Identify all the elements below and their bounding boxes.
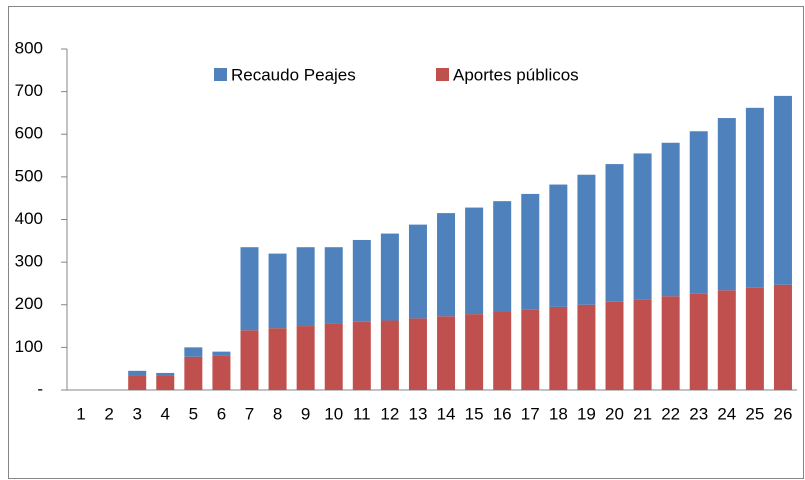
x-tick-label: 22	[661, 404, 680, 423]
bar-segment	[128, 370, 147, 376]
bar-segment	[184, 347, 203, 357]
bar-segment	[717, 290, 736, 390]
bar-segment	[605, 301, 624, 390]
bar-segment	[240, 247, 259, 331]
bar-segment	[408, 224, 427, 319]
bar-segment	[577, 174, 596, 305]
bar-segment	[717, 118, 736, 291]
x-tick-label: 17	[521, 404, 540, 423]
bar-segment	[773, 95, 792, 285]
bar-segment	[352, 239, 371, 322]
bar-segment	[240, 330, 259, 390]
bar-segment	[380, 233, 399, 321]
bar-segment	[268, 328, 287, 390]
x-tick-label: 21	[633, 404, 652, 423]
bar-segment	[633, 153, 652, 300]
y-tick-label: 300	[15, 252, 43, 271]
x-tick-label: 16	[493, 404, 512, 423]
x-tick-label: 18	[549, 404, 568, 423]
y-tick-label: 100	[15, 337, 43, 356]
bar-segment	[128, 375, 147, 390]
legend-label: Recaudo Peajes	[231, 65, 356, 84]
x-tick-label: 6	[217, 404, 226, 423]
y-tick-label: -	[37, 379, 43, 398]
bar-segment	[324, 323, 343, 390]
bar-segment	[268, 253, 287, 329]
x-tick-label: 9	[301, 404, 310, 423]
bar-segment	[437, 213, 456, 317]
y-tick-label: 600	[15, 124, 43, 143]
bar-segment	[633, 299, 652, 390]
x-tick-label: 11	[353, 404, 371, 423]
y-tick-label: 200	[15, 294, 43, 313]
bar-segment	[549, 306, 568, 390]
y-tick-label: 500	[15, 166, 43, 185]
x-tick-label: 7	[245, 404, 254, 423]
bar-segment	[745, 287, 764, 390]
x-tick-label: 20	[605, 404, 624, 423]
x-tick-label: 23	[689, 404, 708, 423]
x-tick-label: 14	[437, 404, 456, 423]
bar-segment	[156, 372, 175, 376]
bar-segment	[184, 356, 203, 390]
x-tick-label: 2	[104, 404, 113, 423]
x-tick-label: 3	[132, 404, 141, 423]
bar-segment	[549, 184, 568, 307]
legend-swatch	[436, 68, 449, 81]
x-tick-label: 26	[774, 404, 793, 423]
bar-segment	[296, 247, 315, 327]
chart-frame	[8, 6, 804, 479]
y-tick-label: 700	[15, 81, 43, 100]
x-tick-label: 19	[577, 404, 596, 423]
x-tick-label: 1	[76, 404, 85, 423]
legend-label: Aportes públicos	[453, 65, 579, 84]
bar-segment	[352, 321, 371, 390]
bar-segment	[689, 293, 708, 390]
y-tick-label: 400	[15, 209, 43, 228]
x-tick-label: 8	[273, 404, 282, 423]
x-tick-label: 24	[717, 404, 736, 423]
bar-segment	[493, 201, 512, 312]
x-tick-label: 12	[380, 404, 399, 423]
bar-segment	[577, 304, 596, 390]
y-tick-label: 800	[15, 38, 43, 57]
bar-segment	[605, 164, 624, 302]
x-tick-label: 4	[161, 404, 170, 423]
x-tick-label: 10	[324, 404, 343, 423]
legend-swatch	[214, 68, 227, 81]
bar-segment	[521, 193, 540, 310]
bar-segment	[212, 351, 231, 356]
bar-segment	[521, 309, 540, 390]
x-tick-label: 25	[745, 404, 764, 423]
x-tick-label: 5	[189, 404, 198, 423]
bar-segment	[661, 142, 680, 297]
x-tick-label: 13	[409, 404, 428, 423]
bar-segment	[689, 131, 708, 294]
bar-segment	[156, 375, 175, 390]
x-tick-label: 15	[465, 404, 484, 423]
bar-segment	[773, 284, 792, 390]
bar-segment	[437, 316, 456, 390]
bar-segment	[493, 311, 512, 390]
bar-segment	[380, 320, 399, 390]
bar-segment	[745, 107, 764, 288]
bar-segment	[296, 326, 315, 390]
bar-segment	[324, 247, 343, 324]
bar-segment	[465, 314, 484, 390]
bar-segment	[465, 207, 484, 315]
bar-segment	[212, 355, 231, 390]
bar-segment	[408, 318, 427, 390]
bar-segment	[661, 296, 680, 390]
